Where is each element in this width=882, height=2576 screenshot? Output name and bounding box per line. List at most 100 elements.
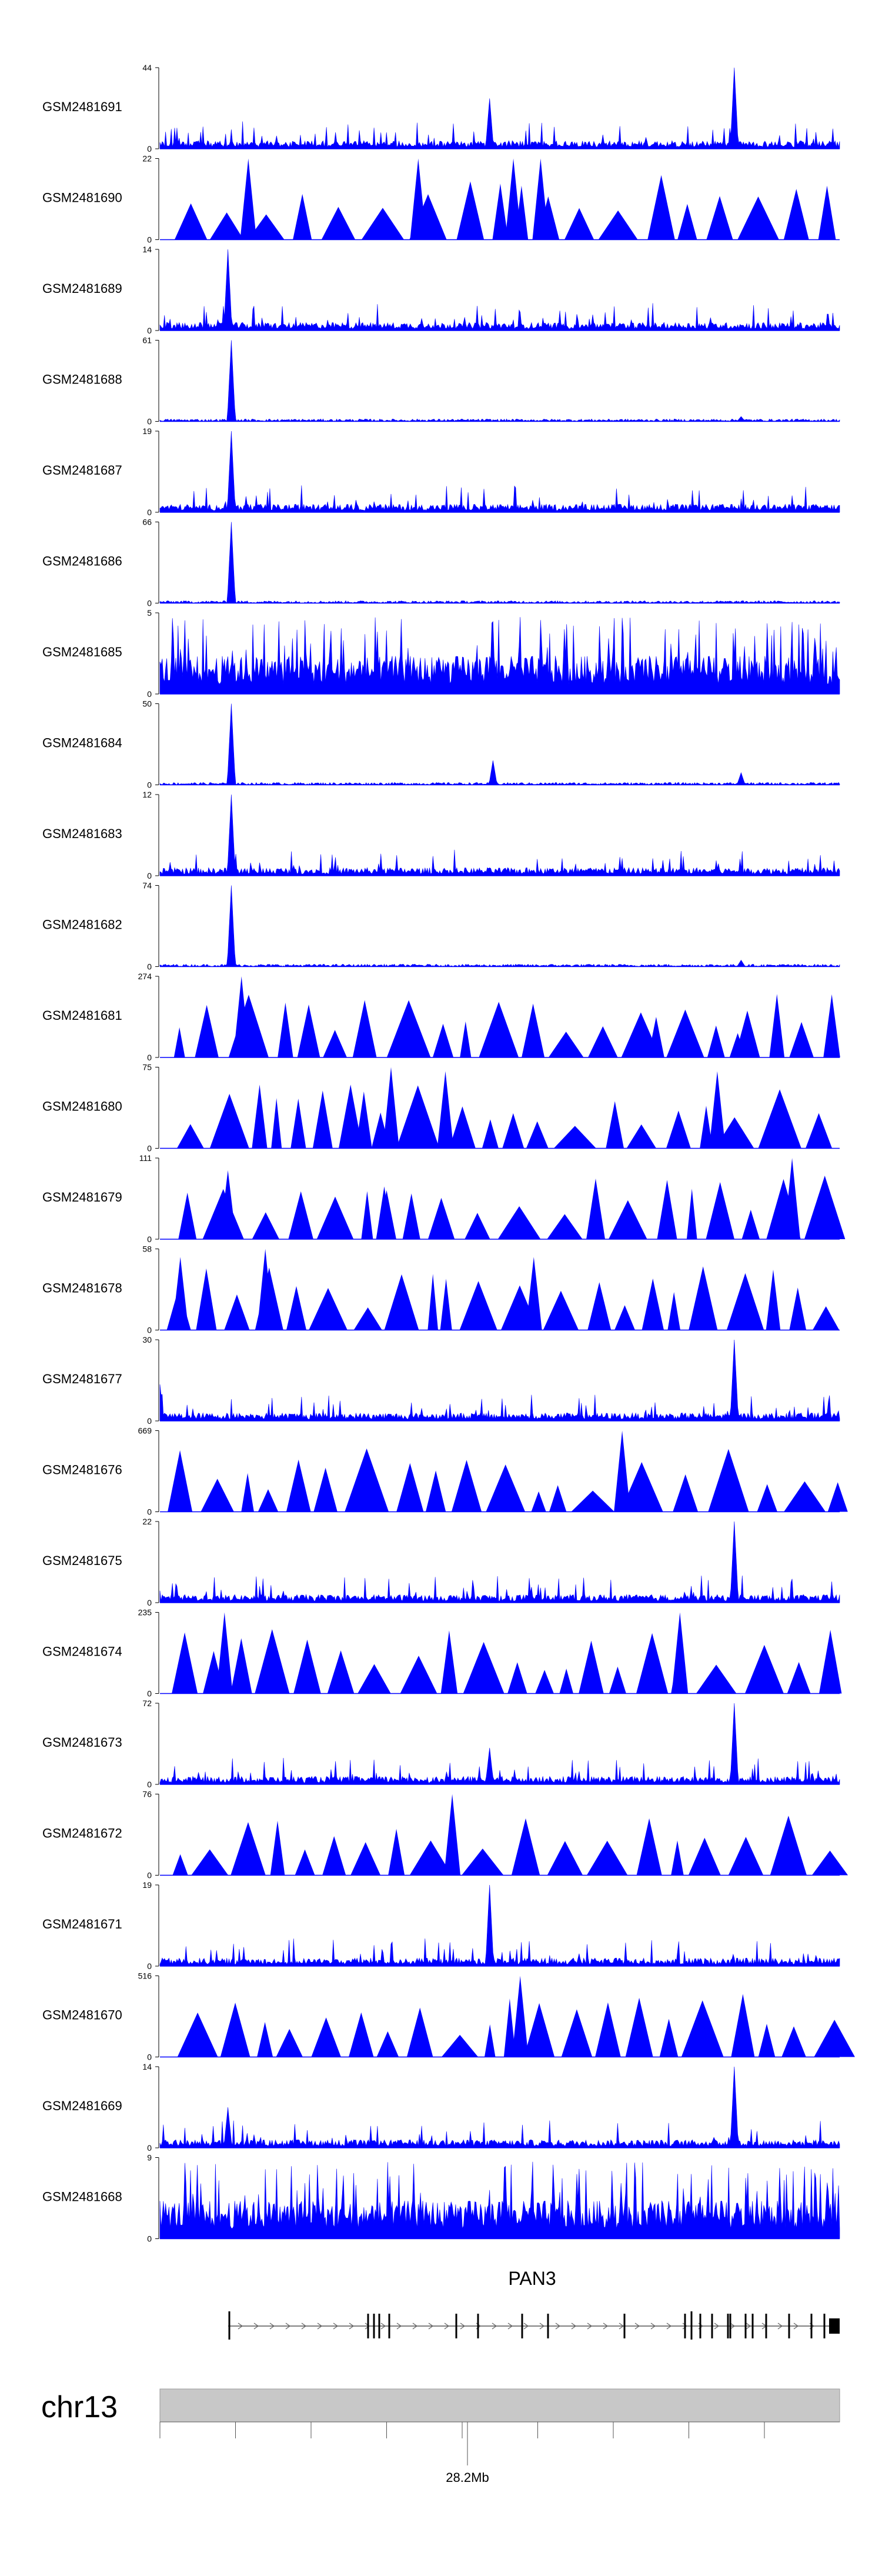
exon-12 <box>690 2311 693 2340</box>
gene-exons <box>228 2311 840 2340</box>
signal-area-GSM2481691 <box>159 67 840 149</box>
y-min-label-GSM2481682: 0 <box>147 962 152 972</box>
track-GSM2481680: GSM2481680 75 0 <box>42 1063 840 1153</box>
track-label-GSM2481669: GSM2481669 <box>42 2098 122 2113</box>
y-max-label-GSM2481686: 66 <box>142 518 152 527</box>
signal-peak-GSM2481678-1 <box>257 1249 274 1330</box>
signal-area-GSM2481685 <box>159 617 840 695</box>
y-min-label-GSM2481670: 0 <box>147 2053 152 2062</box>
y-max-label-GSM2481678: 58 <box>142 1244 152 1254</box>
exon-14 <box>711 2314 713 2338</box>
y-max-label-GSM2481669: 14 <box>142 2062 152 2071</box>
signal-peak-GSM2481680-1 <box>383 1067 399 1149</box>
track-label-GSM2481687: GSM2481687 <box>42 463 122 478</box>
y-min-label-GSM2481674: 0 <box>147 1689 152 1699</box>
exon-15 <box>727 2314 729 2338</box>
x-axis-ticks <box>159 2422 765 2465</box>
signal-peak-GSM2481676-1 <box>614 1430 630 1512</box>
track-label-GSM2481674: GSM2481674 <box>42 1644 122 1659</box>
signal-area-GSM2481672 <box>160 1816 848 1876</box>
exon-8 <box>521 2314 523 2338</box>
track-GSM2481676: GSM2481676 669 0 <box>42 1426 848 1517</box>
signal-area-GSM2481668 <box>159 2161 840 2239</box>
signal-peak-GSM2481680-0 <box>355 1091 372 1149</box>
y-max-label-GSM2481671: 19 <box>142 1880 152 1890</box>
track-GSM2481686: GSM2481686 66 0 <box>42 518 840 608</box>
chromosome-ideogram: chr13 28.2Mb <box>41 2388 840 2485</box>
track-label-GSM2481681: GSM2481681 <box>42 1008 122 1023</box>
strand-arrow <box>349 2323 355 2330</box>
y-min-label-GSM2481677: 0 <box>147 1416 152 1426</box>
track-label-GSM2481670: GSM2481670 <box>42 2008 122 2023</box>
track-GSM2481671: GSM2481671 19 0 <box>42 1880 840 1971</box>
signal-area-GSM2481675 <box>159 1521 840 1603</box>
signal-area-GSM2481688 <box>159 340 840 422</box>
strand-arrow <box>269 2323 275 2330</box>
y-min-label-GSM2481688: 0 <box>147 417 152 426</box>
signal-area-GSM2481670 <box>160 1994 855 2057</box>
strand-arrow <box>238 2323 243 2330</box>
signal-area-GSM2481681 <box>160 994 840 1057</box>
track-label-GSM2481690: GSM2481690 <box>42 191 122 205</box>
signal-area-GSM2481674 <box>160 1629 842 1694</box>
strand-arrow <box>682 2323 688 2330</box>
strand-arrow <box>507 2323 513 2330</box>
signal-area-GSM2481673 <box>159 1703 840 1785</box>
exon-10 <box>623 2314 626 2338</box>
y-max-label-GSM2481676: 669 <box>138 1426 152 1436</box>
y-min-label-GSM2481669: 0 <box>147 2143 152 2153</box>
y-min-label-GSM2481690: 0 <box>147 235 152 245</box>
exon-20 <box>788 2314 790 2338</box>
y-min-label-GSM2481673: 0 <box>147 1780 152 1789</box>
strand-arrow <box>285 2323 291 2330</box>
y-min-label-GSM2481678: 0 <box>147 1326 152 1335</box>
strand-arrow <box>619 2323 624 2330</box>
track-label-GSM2481689: GSM2481689 <box>42 281 122 296</box>
exon-13 <box>699 2314 701 2338</box>
track-GSM2481677: GSM2481677 30 0 <box>42 1335 840 1426</box>
y-max-label-GSM2481691: 44 <box>142 63 152 72</box>
track-GSM2481673: GSM2481673 72 0 <box>42 1699 840 1789</box>
y-max-label-GSM2481680: 75 <box>142 1063 152 1072</box>
track-label-GSM2481682: GSM2481682 <box>42 917 122 932</box>
y-max-label-GSM2481668: 9 <box>147 2153 152 2163</box>
signal-peak-GSM2481690-0 <box>240 158 257 240</box>
exon-1 <box>228 2311 230 2340</box>
track-label-GSM2481677: GSM2481677 <box>42 1372 122 1386</box>
track-GSM2481675: GSM2481675 22 0 <box>42 1517 840 1607</box>
strand-arrow <box>539 2323 545 2330</box>
gene-track: PAN3 <box>228 2268 840 2340</box>
utr-block <box>829 2318 840 2334</box>
y-min-label-GSM2481689: 0 <box>147 326 152 335</box>
signal-peak-GSM2481672-0 <box>444 1794 460 1876</box>
track-GSM2481691: GSM2481691 44 0 <box>42 63 840 154</box>
signal-area-GSM2481677 <box>159 1339 840 1422</box>
track-GSM2481685: GSM2481685 5 0 <box>42 608 840 699</box>
strand-arrow <box>523 2323 529 2330</box>
strand-arrow <box>317 2323 323 2330</box>
track-GSM2481681: GSM2481681 274 0 <box>42 972 840 1062</box>
track-label-GSM2481679: GSM2481679 <box>42 1190 122 1204</box>
signal-area-GSM2481690 <box>160 175 840 240</box>
y-max-label-GSM2481672: 76 <box>142 1790 152 1799</box>
signal-area-GSM2481687 <box>159 431 840 513</box>
signal-area-GSM2481671 <box>159 1884 840 1967</box>
y-min-label-GSM2481680: 0 <box>147 1144 152 1153</box>
strand-arrow <box>396 2323 402 2330</box>
exon-4 <box>378 2314 380 2338</box>
strand-arrow <box>444 2323 450 2330</box>
y-max-label-GSM2481689: 14 <box>142 245 152 254</box>
strand-arrow <box>253 2323 259 2330</box>
exon-6 <box>455 2314 457 2338</box>
signal-peak-GSM2481680-2 <box>437 1071 454 1149</box>
strand-arrow <box>746 2323 751 2330</box>
track-GSM2481672: GSM2481672 76 0 <box>42 1790 848 1880</box>
strand-arrow <box>571 2323 577 2330</box>
track-label-GSM2481686: GSM2481686 <box>42 554 122 569</box>
strand-arrow <box>650 2323 656 2330</box>
y-max-label-GSM2481687: 19 <box>142 426 152 436</box>
y-min-label-GSM2481683: 0 <box>147 871 152 880</box>
x-axis-coordinate-label: 28.2Mb <box>446 2470 489 2485</box>
signal-area-GSM2481678 <box>160 1266 840 1330</box>
